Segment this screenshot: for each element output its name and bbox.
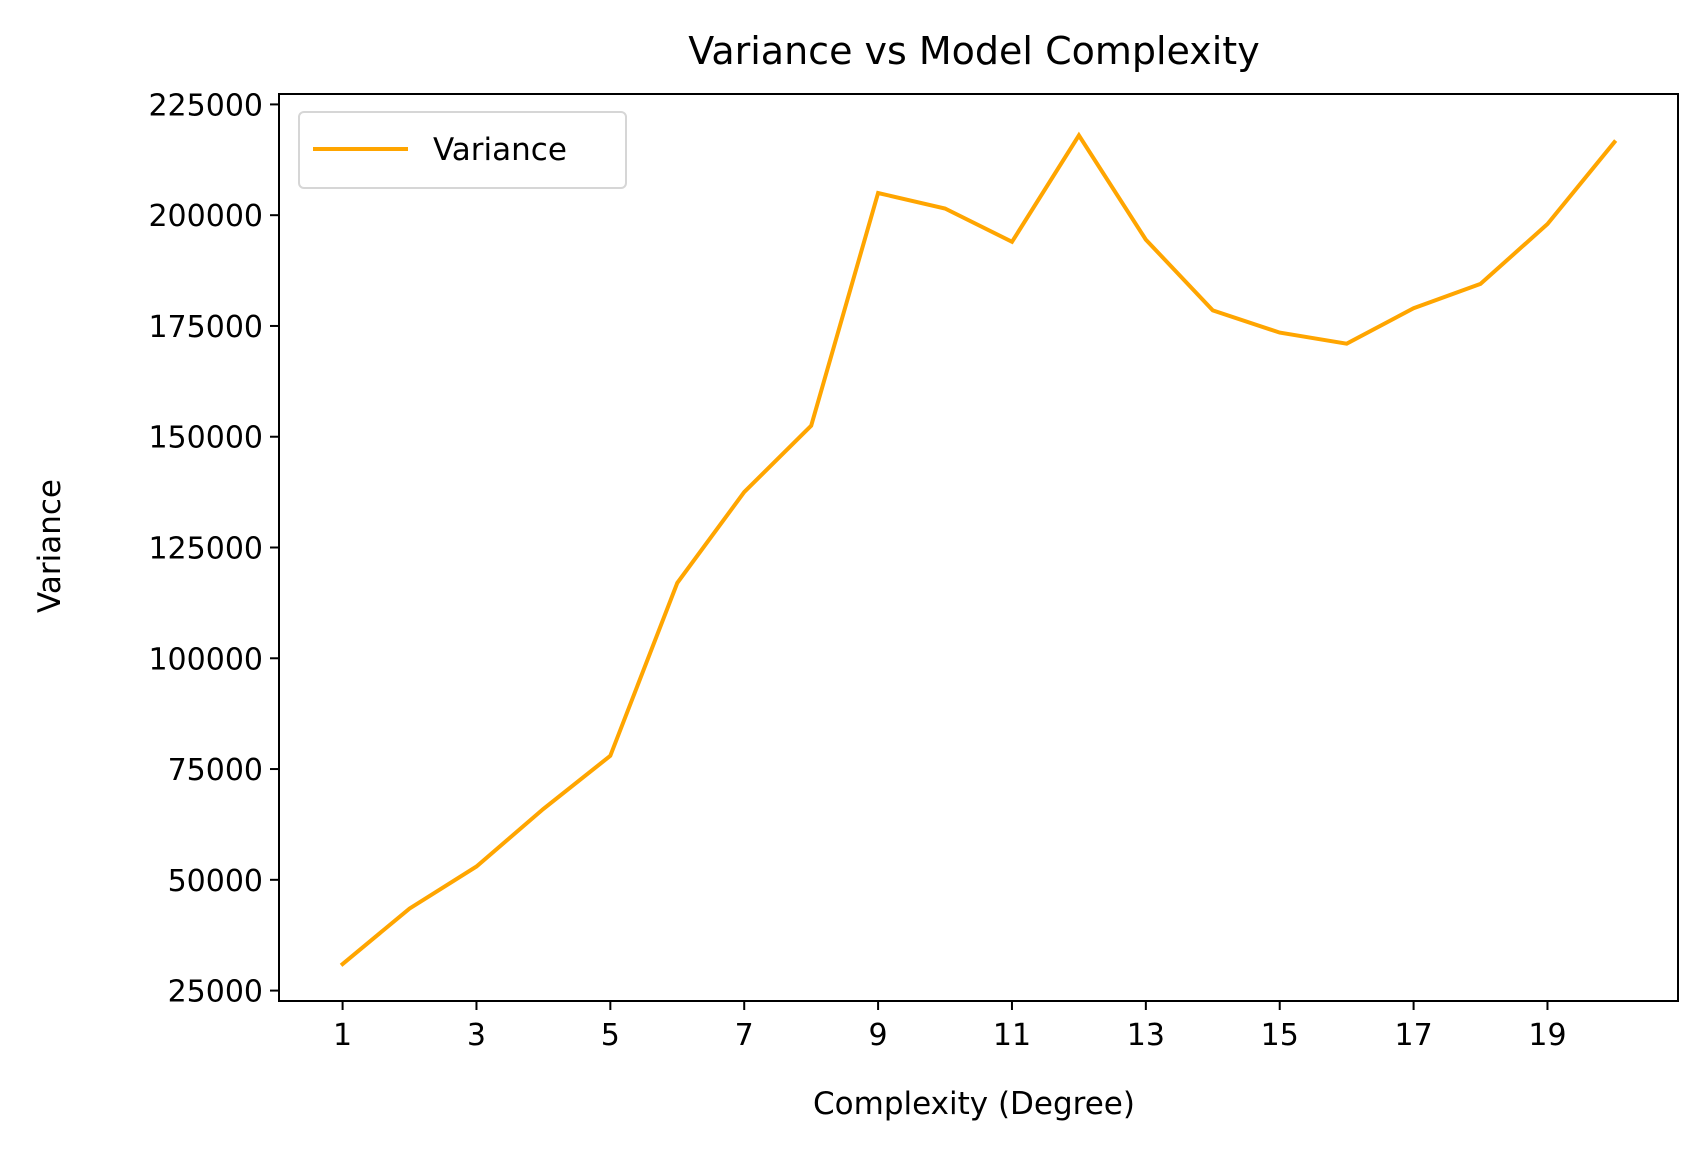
legend: Variance — [298, 111, 627, 189]
x-tick-label: 1 — [333, 1018, 352, 1053]
y-tick-label: 100000 — [148, 642, 263, 677]
x-tick-label: 11 — [993, 1018, 1031, 1053]
y-tick-label: 225000 — [148, 88, 263, 123]
y-tick-label: 25000 — [168, 975, 263, 1010]
y-tick-label: 50000 — [168, 864, 263, 899]
legend-label: Variance — [433, 132, 567, 168]
x-tick-label: 15 — [1261, 1018, 1299, 1053]
x-tick-label: 3 — [467, 1018, 486, 1053]
x-tick-label: 19 — [1528, 1018, 1566, 1053]
series-line-0 — [339, 131, 1618, 967]
chart-title: Variance vs Model Complexity — [688, 29, 1259, 73]
x-tick-label: 7 — [735, 1018, 754, 1053]
y-tick-label: 200000 — [148, 199, 263, 234]
x-tick-label: 17 — [1395, 1018, 1433, 1053]
x-tick-label: 13 — [1127, 1018, 1165, 1053]
x-tick-label: 9 — [869, 1018, 888, 1053]
y-axis-title: Variance — [32, 479, 68, 613]
x-tick-label: 5 — [601, 1018, 620, 1053]
legend-box — [298, 111, 627, 189]
x-axis-title: Complexity (Degree) — [813, 1086, 1135, 1122]
y-tick-label: 150000 — [148, 421, 263, 456]
y-tick-label: 125000 — [148, 532, 263, 567]
y-tick-label: 175000 — [148, 310, 263, 345]
y-tick-label: 75000 — [168, 753, 263, 788]
plot-area: 1 3 5 7 9 11 13 15 17 192500050000750001000001250… — [148, 88, 1679, 1053]
